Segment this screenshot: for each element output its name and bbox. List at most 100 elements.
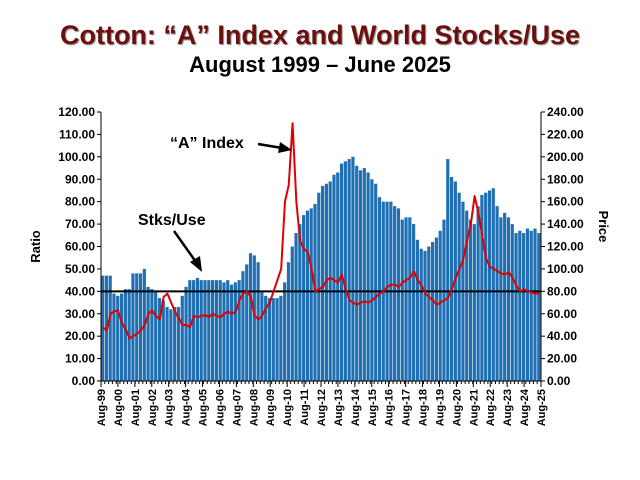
stocks-use-bar xyxy=(176,307,181,381)
stocks-use-bar xyxy=(525,228,530,381)
stocks-use-bar xyxy=(207,280,211,382)
stocks-use-bar xyxy=(146,286,150,381)
stocks-use-bar xyxy=(491,188,495,381)
stocks-use-bar xyxy=(199,280,203,382)
stocks-use-bar xyxy=(321,185,325,381)
stocks-use-bar xyxy=(457,192,461,381)
x-tick-label: Aug-04 xyxy=(181,388,193,426)
stocks-use-bar xyxy=(537,233,541,381)
stocks-use-bar xyxy=(184,286,188,381)
stocks-use-bar xyxy=(214,280,218,382)
stocks-use-bar xyxy=(449,177,454,381)
x-tick-label: Aug-08 xyxy=(248,389,260,426)
x-tick-label: Aug-17 xyxy=(401,389,413,426)
stocks-use-bar xyxy=(339,163,344,381)
stocks-use-bar xyxy=(343,161,347,381)
stocks-use-bar xyxy=(495,206,499,381)
stocks-use-bar xyxy=(434,237,438,381)
stocks-use-bar xyxy=(119,293,124,381)
stocks-use-arrow-shaft xyxy=(172,230,198,263)
stocks-use-bar xyxy=(173,307,177,381)
a-index-arrowhead xyxy=(278,142,292,153)
stocks-use-bar xyxy=(127,289,131,381)
stocks-use-bar xyxy=(503,212,507,382)
stocks-use-bar xyxy=(264,295,268,381)
stocks-use-bar xyxy=(298,224,302,381)
stocks-use-bar xyxy=(355,165,359,381)
y-axis-label: Ratio xyxy=(28,230,43,263)
stocks-use-bar xyxy=(283,282,287,381)
y-tick-label-left: 90.00 xyxy=(65,172,95,186)
stocks-use-bar xyxy=(328,181,332,381)
stocks-use-bar xyxy=(431,242,435,381)
stocks-use-bar xyxy=(370,179,374,381)
stocks-use-bar xyxy=(336,172,340,381)
stocks-use-bar xyxy=(514,233,518,381)
stocks-use-bar xyxy=(180,295,184,381)
stocks-use-bar xyxy=(529,230,533,381)
x-tick-label: Aug-16 xyxy=(384,389,396,426)
stocks-use-bar xyxy=(313,203,317,381)
axes-group: 0.00 10.00 20.00 30.00 40.00 50.00 60.00 70.00 8… xyxy=(28,105,611,426)
x-tick-label: Aug-03 xyxy=(164,389,176,426)
y-tick-label-right: 80.00 xyxy=(547,284,577,298)
stocks-use-bar xyxy=(218,280,222,382)
y-tick-label-left: 80.00 xyxy=(65,195,95,209)
stocks-use-bar xyxy=(131,273,135,381)
stocks-use-bar xyxy=(226,280,230,382)
stocks-use-bar xyxy=(157,298,162,381)
stocks-use-bar xyxy=(499,217,503,381)
stocks-use-bar xyxy=(123,289,127,381)
stocks-use-bar xyxy=(150,289,154,381)
stocks-use-arrowhead xyxy=(190,256,202,272)
stocks-use-bar xyxy=(305,210,310,381)
x-tick-label: Aug-99 xyxy=(96,389,108,426)
stocks-use-bar xyxy=(393,206,397,381)
y-tick-label-right: 200.00 xyxy=(547,150,584,164)
stocks-use-bar xyxy=(248,253,253,381)
x-tick-label: Aug-06 xyxy=(215,389,227,426)
stocks-use-bar xyxy=(188,280,192,382)
y-tick-label-right: 220.00 xyxy=(547,127,584,141)
stocks-use-bar xyxy=(294,233,298,381)
y-tick-label-left: 110.00 xyxy=(59,127,95,141)
stocks-use-bar xyxy=(286,262,291,381)
stocks-use-bar xyxy=(290,246,294,381)
y-tick-label-right: 160.00 xyxy=(547,195,584,209)
stocks-use-bar xyxy=(161,300,165,381)
y-tick-label-right: 40.00 xyxy=(547,329,577,343)
y-tick-label-left: 60.00 xyxy=(65,240,95,254)
stocks-use-bar xyxy=(366,172,370,381)
stocks-use-bar xyxy=(317,192,321,381)
stocks-use-bar xyxy=(358,170,363,381)
stocks-use-bar xyxy=(533,228,537,381)
stocks-use-bar xyxy=(154,291,158,381)
x-tick-label: Aug-05 xyxy=(198,389,210,426)
stocks-use-bar xyxy=(108,275,112,381)
stocks-use-bar xyxy=(165,307,169,381)
stocks-use-bar xyxy=(400,219,404,381)
y-tick-label-left: 100.00 xyxy=(58,150,95,164)
y-tick-label-right: 0.00 xyxy=(547,374,571,388)
chart-subtitle: August 1999 – June 2025 xyxy=(189,52,451,77)
x-tick-label: Aug-19 xyxy=(435,389,447,426)
y-tick-label-right: 100.00 xyxy=(547,262,584,276)
stocks-use-bar xyxy=(415,239,420,381)
stocks-use-bar xyxy=(256,262,260,381)
stocks-use-bar xyxy=(275,298,279,381)
x-tick-label: Aug-12 xyxy=(316,389,328,426)
stocks-use-bar xyxy=(419,248,423,381)
stocks-use-bar xyxy=(101,275,105,381)
stocks-use-bar xyxy=(260,291,264,381)
stocks-use-bar xyxy=(377,197,382,381)
y2-axis-label: Price xyxy=(596,211,611,243)
stocks-use-bar xyxy=(351,156,355,381)
stocks-use-bar xyxy=(192,280,196,382)
x-tick-label: Aug-07 xyxy=(231,389,243,426)
stocks-use-bar xyxy=(237,280,241,382)
stocks-use-bar xyxy=(347,159,351,381)
stocks-use-bar xyxy=(465,210,469,381)
stocks-use-bar xyxy=(506,217,511,381)
chart-title: Cotton: “A” Index and World Stocks/Use xyxy=(59,20,581,50)
